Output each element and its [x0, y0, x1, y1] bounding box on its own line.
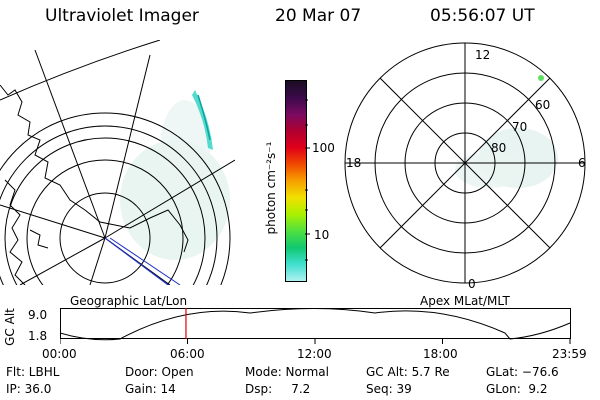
colorbar [285, 80, 307, 282]
colorbar-ticks [305, 99, 310, 261]
geographic-map [0, 40, 235, 285]
mlat-label-80: 80 [491, 141, 507, 155]
altitude-plot [60, 308, 571, 344]
x-tick-0600: 06:00 [170, 347, 205, 361]
info-mode: Mode: Normal [245, 365, 329, 379]
x-tick-1200: 12:00 [297, 347, 332, 361]
info-door: Door: Open [125, 365, 194, 379]
aurora-edge [192, 90, 213, 150]
mlt-label-0: 0 [468, 277, 476, 291]
coastline [0, 84, 189, 253]
gc-alt-max: 9.0 [28, 308, 48, 322]
mlat-label-70: 70 [512, 120, 528, 134]
mlt-label-18: 18 [346, 156, 362, 170]
mlat-label-60: 60 [535, 98, 551, 112]
x-tick-2359: 23:59 [552, 347, 587, 361]
info-flt: Flt: LBHL [6, 365, 60, 379]
orbit-track [104, 237, 170, 285]
altitude-curve [60, 308, 571, 341]
geo-caption: Geographic Lat/Lon [70, 294, 188, 308]
info-glat: GLat: −76.6 [486, 365, 559, 379]
aurora-spot [538, 75, 544, 81]
mlt-label-12: 12 [475, 48, 491, 62]
time-label: 05:56:07 UT [430, 6, 535, 26]
info-gain: Gain: 14 [125, 382, 176, 396]
info-seq: Seq: 39 [366, 382, 412, 396]
gc-alt-axis-label: GC Alt [3, 308, 17, 346]
info-dsp: Dsp: 7.2 [245, 382, 311, 396]
app-title: Ultraviolet Imager [45, 6, 199, 26]
x-tick-1800: 18:00 [423, 347, 458, 361]
apex-caption: Apex MLat/MLT [420, 294, 510, 308]
colorbar-unit-label: photon cm⁻²s⁻¹ [264, 141, 278, 235]
colorbar-tick-100: 100 [312, 141, 335, 155]
colorbar-tick-10: 10 [314, 228, 330, 242]
date-label: 20 Mar 07 [275, 6, 362, 26]
info-ip: IP: 36.0 [6, 382, 52, 396]
apex-polar-plot [344, 42, 586, 284]
gc-alt-min: 1.8 [28, 329, 48, 343]
x-tick-0000: 00:00 [42, 347, 77, 361]
info-gc-alt: GC Alt: 5.7 Re [366, 365, 450, 379]
info-glon: GLon: 9.2 [486, 382, 548, 396]
mlt-label-6: 6 [578, 156, 586, 170]
